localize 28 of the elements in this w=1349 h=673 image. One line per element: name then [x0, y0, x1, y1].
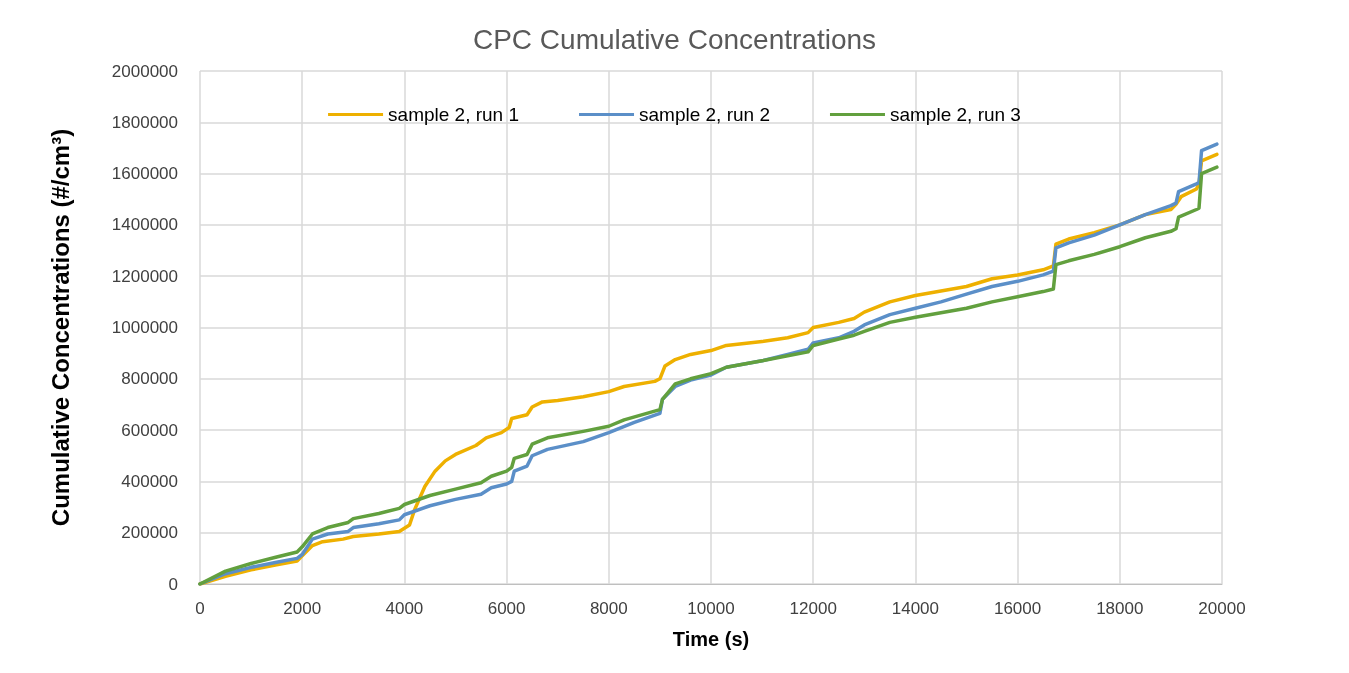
y-tick-label: 1800000 [111, 112, 178, 132]
x-tick-label: 8000 [589, 599, 628, 618]
y-tick-label: 800000 [121, 369, 178, 389]
legend-label: sample 2, run 2 [639, 104, 770, 125]
x-tick-label: 16000 [993, 599, 1042, 618]
y-tick-label: 1200000 [111, 266, 178, 286]
legend-label: sample 2, run 3 [889, 104, 1021, 125]
y-tick-label: 1000000 [111, 318, 178, 337]
y-tick-label: 2000000 [111, 61, 178, 81]
x-tick-label: 14000 [891, 599, 940, 618]
chart-title: CPC Cumulative Concentrations [472, 23, 877, 55]
x-tick-label: 10000 [687, 599, 735, 618]
y-axis-title: Cumulative Concentrations (#/cm³) [46, 128, 74, 527]
x-tick-label: 12000 [789, 599, 837, 618]
y-tick-label: 600000 [121, 420, 178, 440]
y-tick-label: 400000 [121, 471, 178, 491]
y-tick-label: 200000 [121, 523, 178, 543]
x-axis-title: Time (s) [672, 628, 750, 650]
x-tick-label: 0 [195, 599, 205, 618]
x-tick-label: 6000 [487, 599, 526, 618]
y-tick-label: 0 [168, 574, 178, 594]
legend-label: sample 2, run 1 [388, 104, 520, 125]
x-tick-label: 4000 [385, 599, 424, 618]
x-tick-label: 20000 [1198, 599, 1246, 618]
y-tick-label: 1400000 [111, 215, 178, 235]
x-tick-label: 18000 [1096, 599, 1144, 618]
y-tick-label: 1600000 [111, 164, 178, 184]
x-tick-label: 2000 [283, 599, 322, 618]
